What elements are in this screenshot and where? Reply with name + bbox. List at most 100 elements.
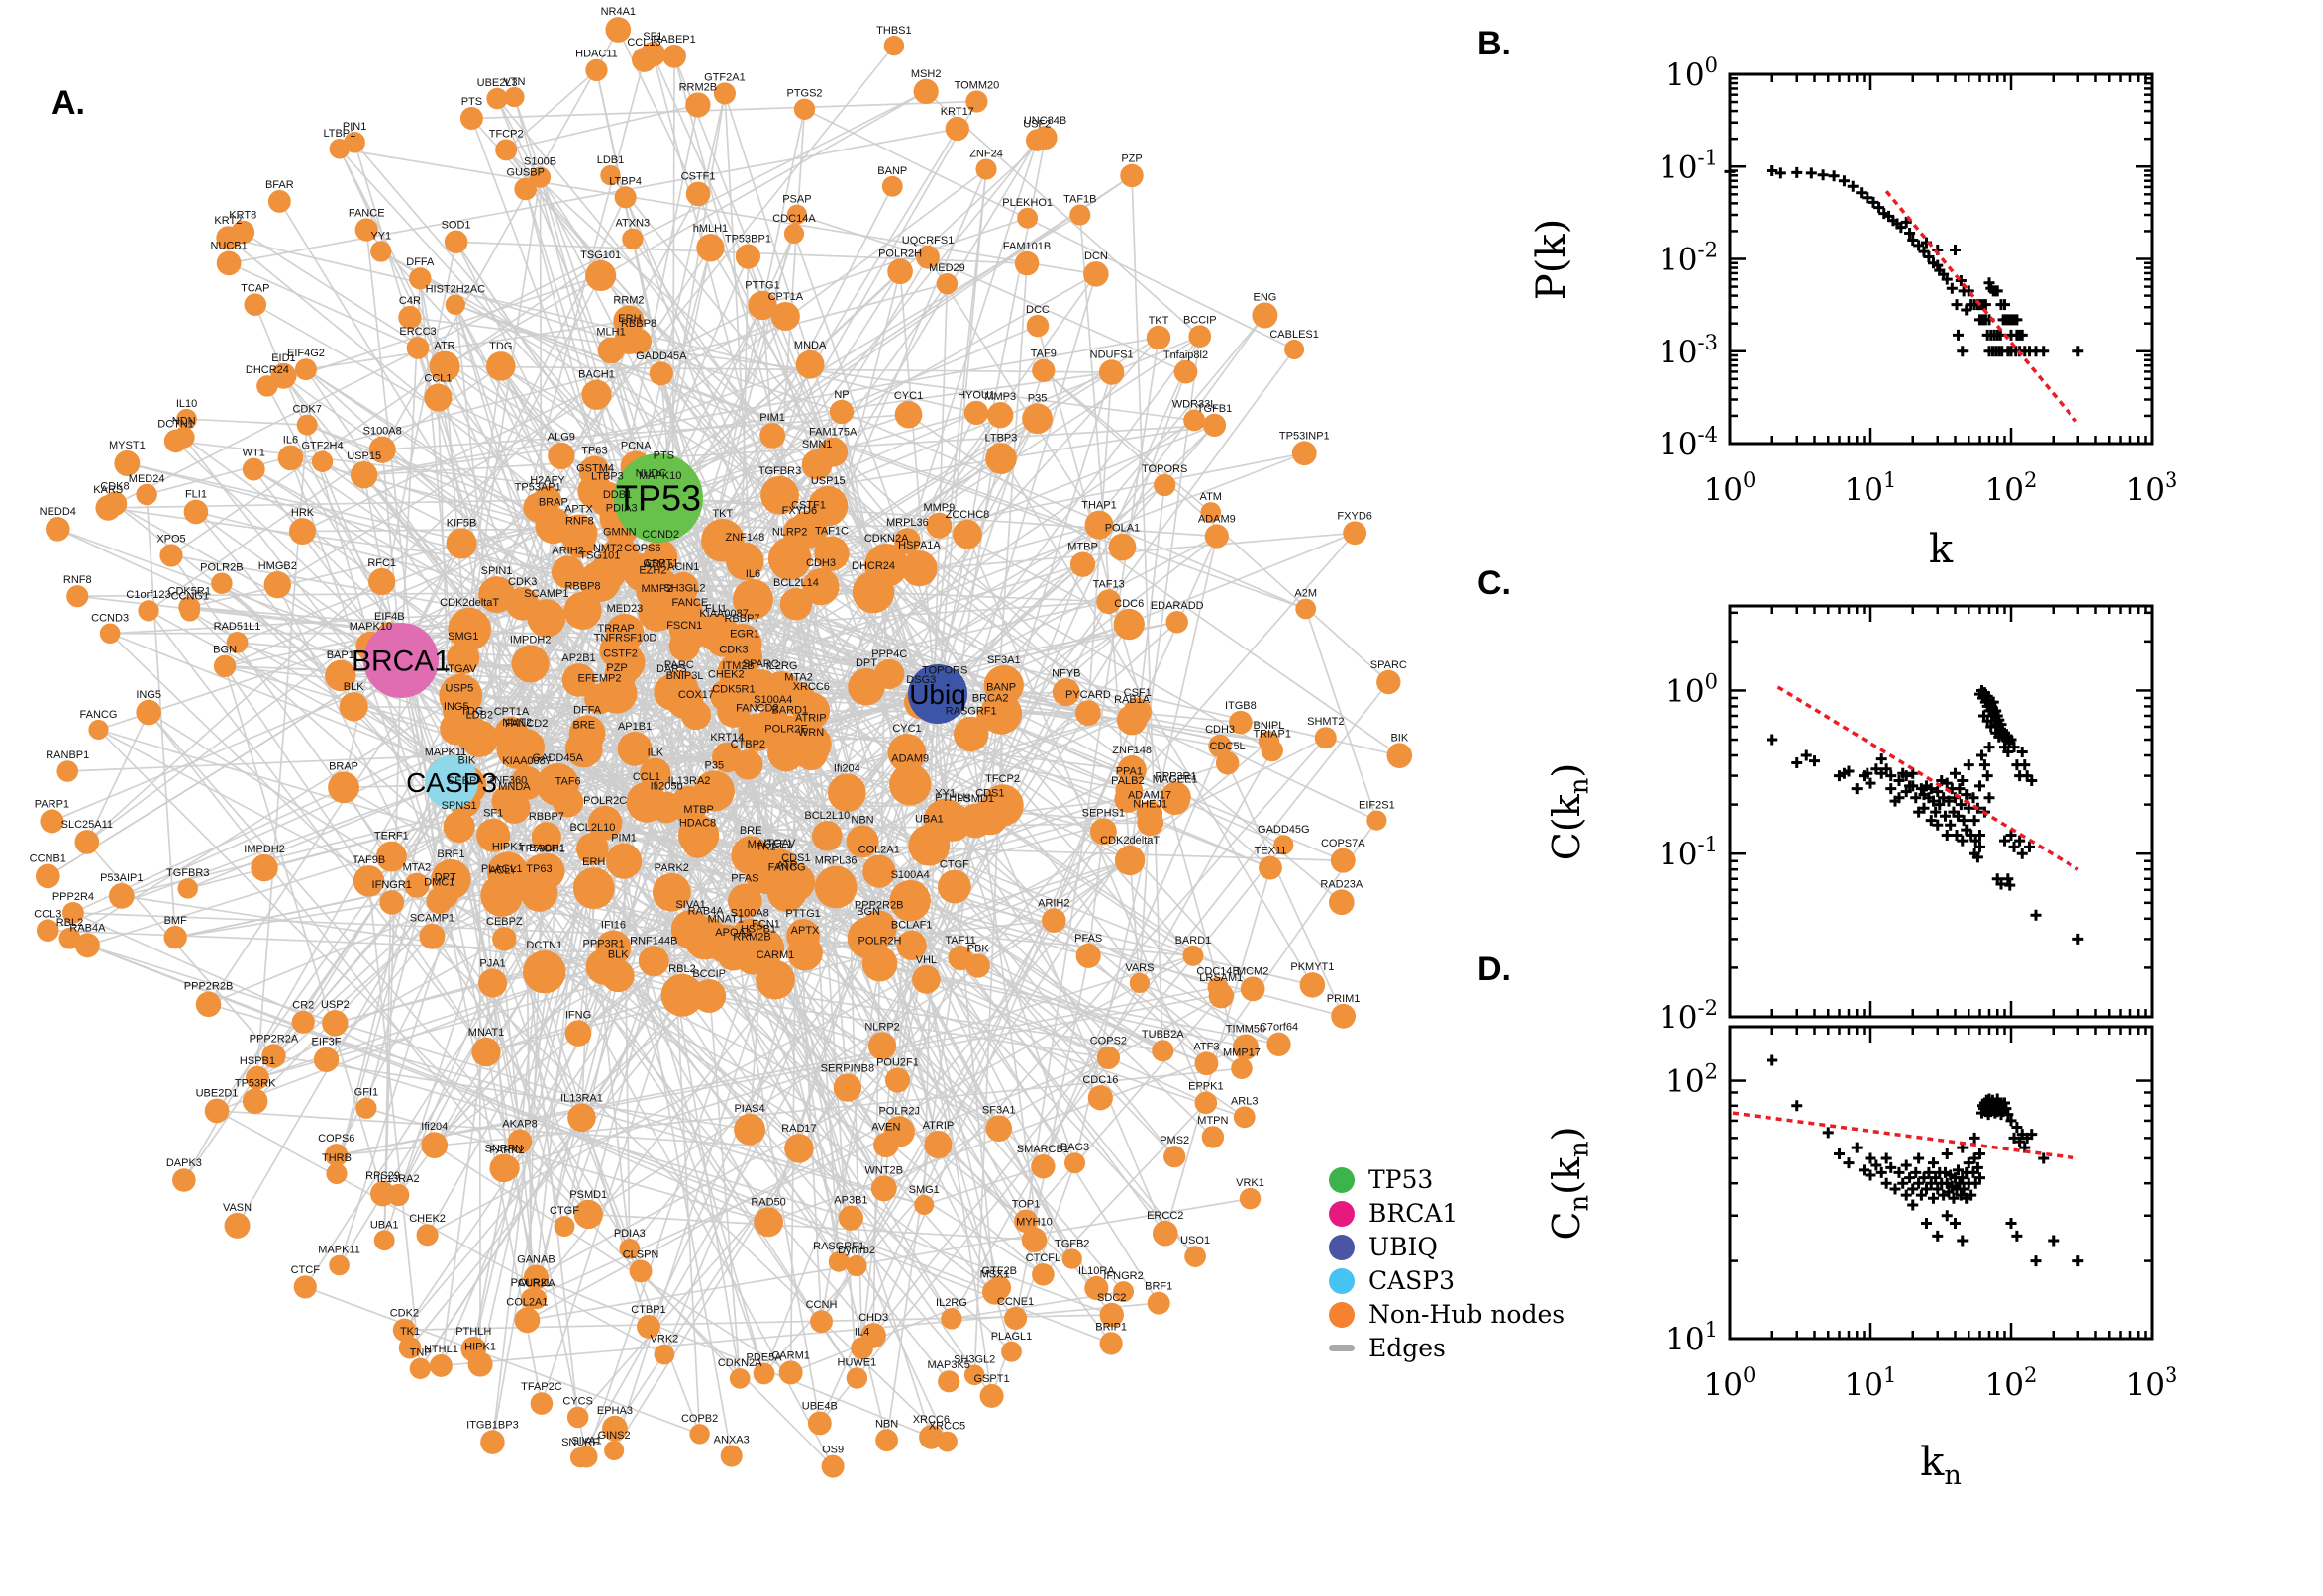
network-node-label: RAB4A: [69, 922, 106, 934]
network-edge: [928, 283, 949, 846]
network-node: [585, 58, 608, 82]
network-node: [563, 526, 596, 558]
network-node-label: ITGB1BP3: [466, 1419, 519, 1431]
network-node-label: MYH10: [1016, 1217, 1053, 1229]
network-node-label: PYCARD: [1065, 689, 1111, 701]
network-node-label: CDC6: [1114, 598, 1144, 610]
data-point: [2011, 314, 2023, 326]
chart-panel-c: 10-2 10-1 100 C(kn): [1545, 604, 2154, 1036]
data-point: [1808, 755, 1820, 767]
network-node: [735, 942, 769, 975]
network-edge: [612, 530, 623, 948]
network-node: [398, 305, 422, 330]
network-node-label: CDKN2A: [718, 1357, 762, 1369]
data-point: [1971, 851, 1983, 863]
network-node-label: FANCE: [349, 207, 385, 219]
network-node-label: TDG: [460, 705, 483, 717]
network-node: [136, 699, 161, 726]
network-node: [1026, 314, 1050, 338]
legend: TP53 BRCA1 UBIQ CASP3 Non-Hub nodes Edges: [1329, 1166, 1565, 1361]
network-node: [1083, 261, 1109, 287]
data-point: [1838, 175, 1850, 187]
network-node: [662, 44, 686, 68]
scatter-points: [1767, 1054, 2084, 1267]
network-node: [938, 869, 971, 904]
network-node: [486, 87, 508, 110]
network-node: [847, 916, 890, 959]
network-node: [447, 641, 480, 675]
legend-label: Non-Hub nodes: [1368, 1300, 1566, 1329]
network-node-label: TUBB2A: [1142, 1029, 1184, 1041]
network-node: [536, 762, 579, 807]
network-node: [443, 810, 475, 844]
data-point: [1925, 783, 1937, 795]
network-graph: TP53 BRCA1 Ubiq CASP3 CSTF1 HIST2H2AC GTF2A1 IN…: [30, 6, 1413, 1478]
network-node: [421, 1132, 449, 1158]
network-node: [848, 667, 885, 706]
network-node: [916, 245, 940, 269]
network-node: [480, 874, 524, 917]
network-node-label: CDKN2A: [864, 533, 909, 545]
axis-tick-label: 101: [1666, 1318, 1718, 1357]
network-node: [404, 872, 430, 898]
network-node: [1153, 473, 1176, 497]
network-node: [602, 1415, 628, 1442]
data-point: [1893, 792, 1905, 804]
network-node-label: YY1: [935, 788, 956, 800]
network-node-label: ZNF148: [1112, 745, 1152, 756]
network-edge: [87, 944, 925, 1206]
network-node: [795, 349, 825, 379]
network-node-label: PPP3R1: [1155, 771, 1196, 783]
data-point: [1910, 792, 1922, 804]
legend-item-casp3: CASP3: [1329, 1267, 1565, 1294]
network-node: [561, 663, 596, 697]
network-node: [313, 1047, 340, 1073]
fit-line: [1776, 685, 2079, 871]
network-node-label: SIVA1: [675, 899, 705, 911]
network-node: [596, 673, 638, 714]
network-node: [311, 450, 334, 472]
network-node-label: ATRIP: [795, 713, 827, 725]
network-node: [74, 933, 100, 958]
data-point: [1974, 841, 1985, 852]
network-node-label: CHD3: [858, 1312, 888, 1324]
network-node-label: NTHL1: [424, 1344, 458, 1355]
data-point: [1923, 1166, 1935, 1178]
network-node: [224, 1212, 251, 1239]
network-edge: [1087, 831, 1105, 956]
network-node: [1152, 1040, 1174, 1062]
network-edge: [657, 137, 1047, 499]
network-node-label: LTBP1: [323, 128, 355, 140]
network-node-label: Dynlrb2: [838, 1245, 875, 1256]
network-edge: [121, 895, 1163, 1052]
network-node: [700, 519, 745, 562]
network-node-label: TAF13: [1093, 578, 1125, 590]
network-node-label: CYC1: [894, 390, 923, 402]
network-node-label: ALG9: [548, 432, 575, 444]
network-node: [712, 742, 743, 773]
network-node-label: ARL3: [1231, 1095, 1259, 1107]
network-node-label: BANP: [877, 165, 907, 177]
data-point: [2014, 835, 2026, 847]
axis-tick-label: 10-3: [1659, 331, 1718, 370]
network-edge: [86, 841, 275, 1057]
network-node: [733, 578, 773, 620]
network-edge: [603, 919, 1055, 968]
network-node: [1194, 1091, 1218, 1115]
node-swatch-icon: [1329, 1267, 1355, 1294]
data-point: [1979, 299, 1991, 311]
network-node-label: UBA1: [915, 814, 944, 826]
network-node-label: HSPB1: [240, 1055, 275, 1067]
network-edge: [397, 804, 690, 1196]
network-edge: [479, 563, 1083, 740]
network-node-label: PPP2R4: [52, 891, 94, 903]
network-node-label: GTF2B: [982, 1265, 1017, 1277]
data-point: [1900, 770, 1912, 782]
network-node: [693, 770, 735, 812]
network-node: [938, 1370, 960, 1393]
data-point: [1934, 799, 1946, 811]
network-node-label: ATM: [644, 558, 665, 570]
network-node-label: IL2RG: [936, 1297, 967, 1309]
network-node-label: USF2: [1023, 118, 1051, 130]
network-node: [851, 1337, 873, 1360]
